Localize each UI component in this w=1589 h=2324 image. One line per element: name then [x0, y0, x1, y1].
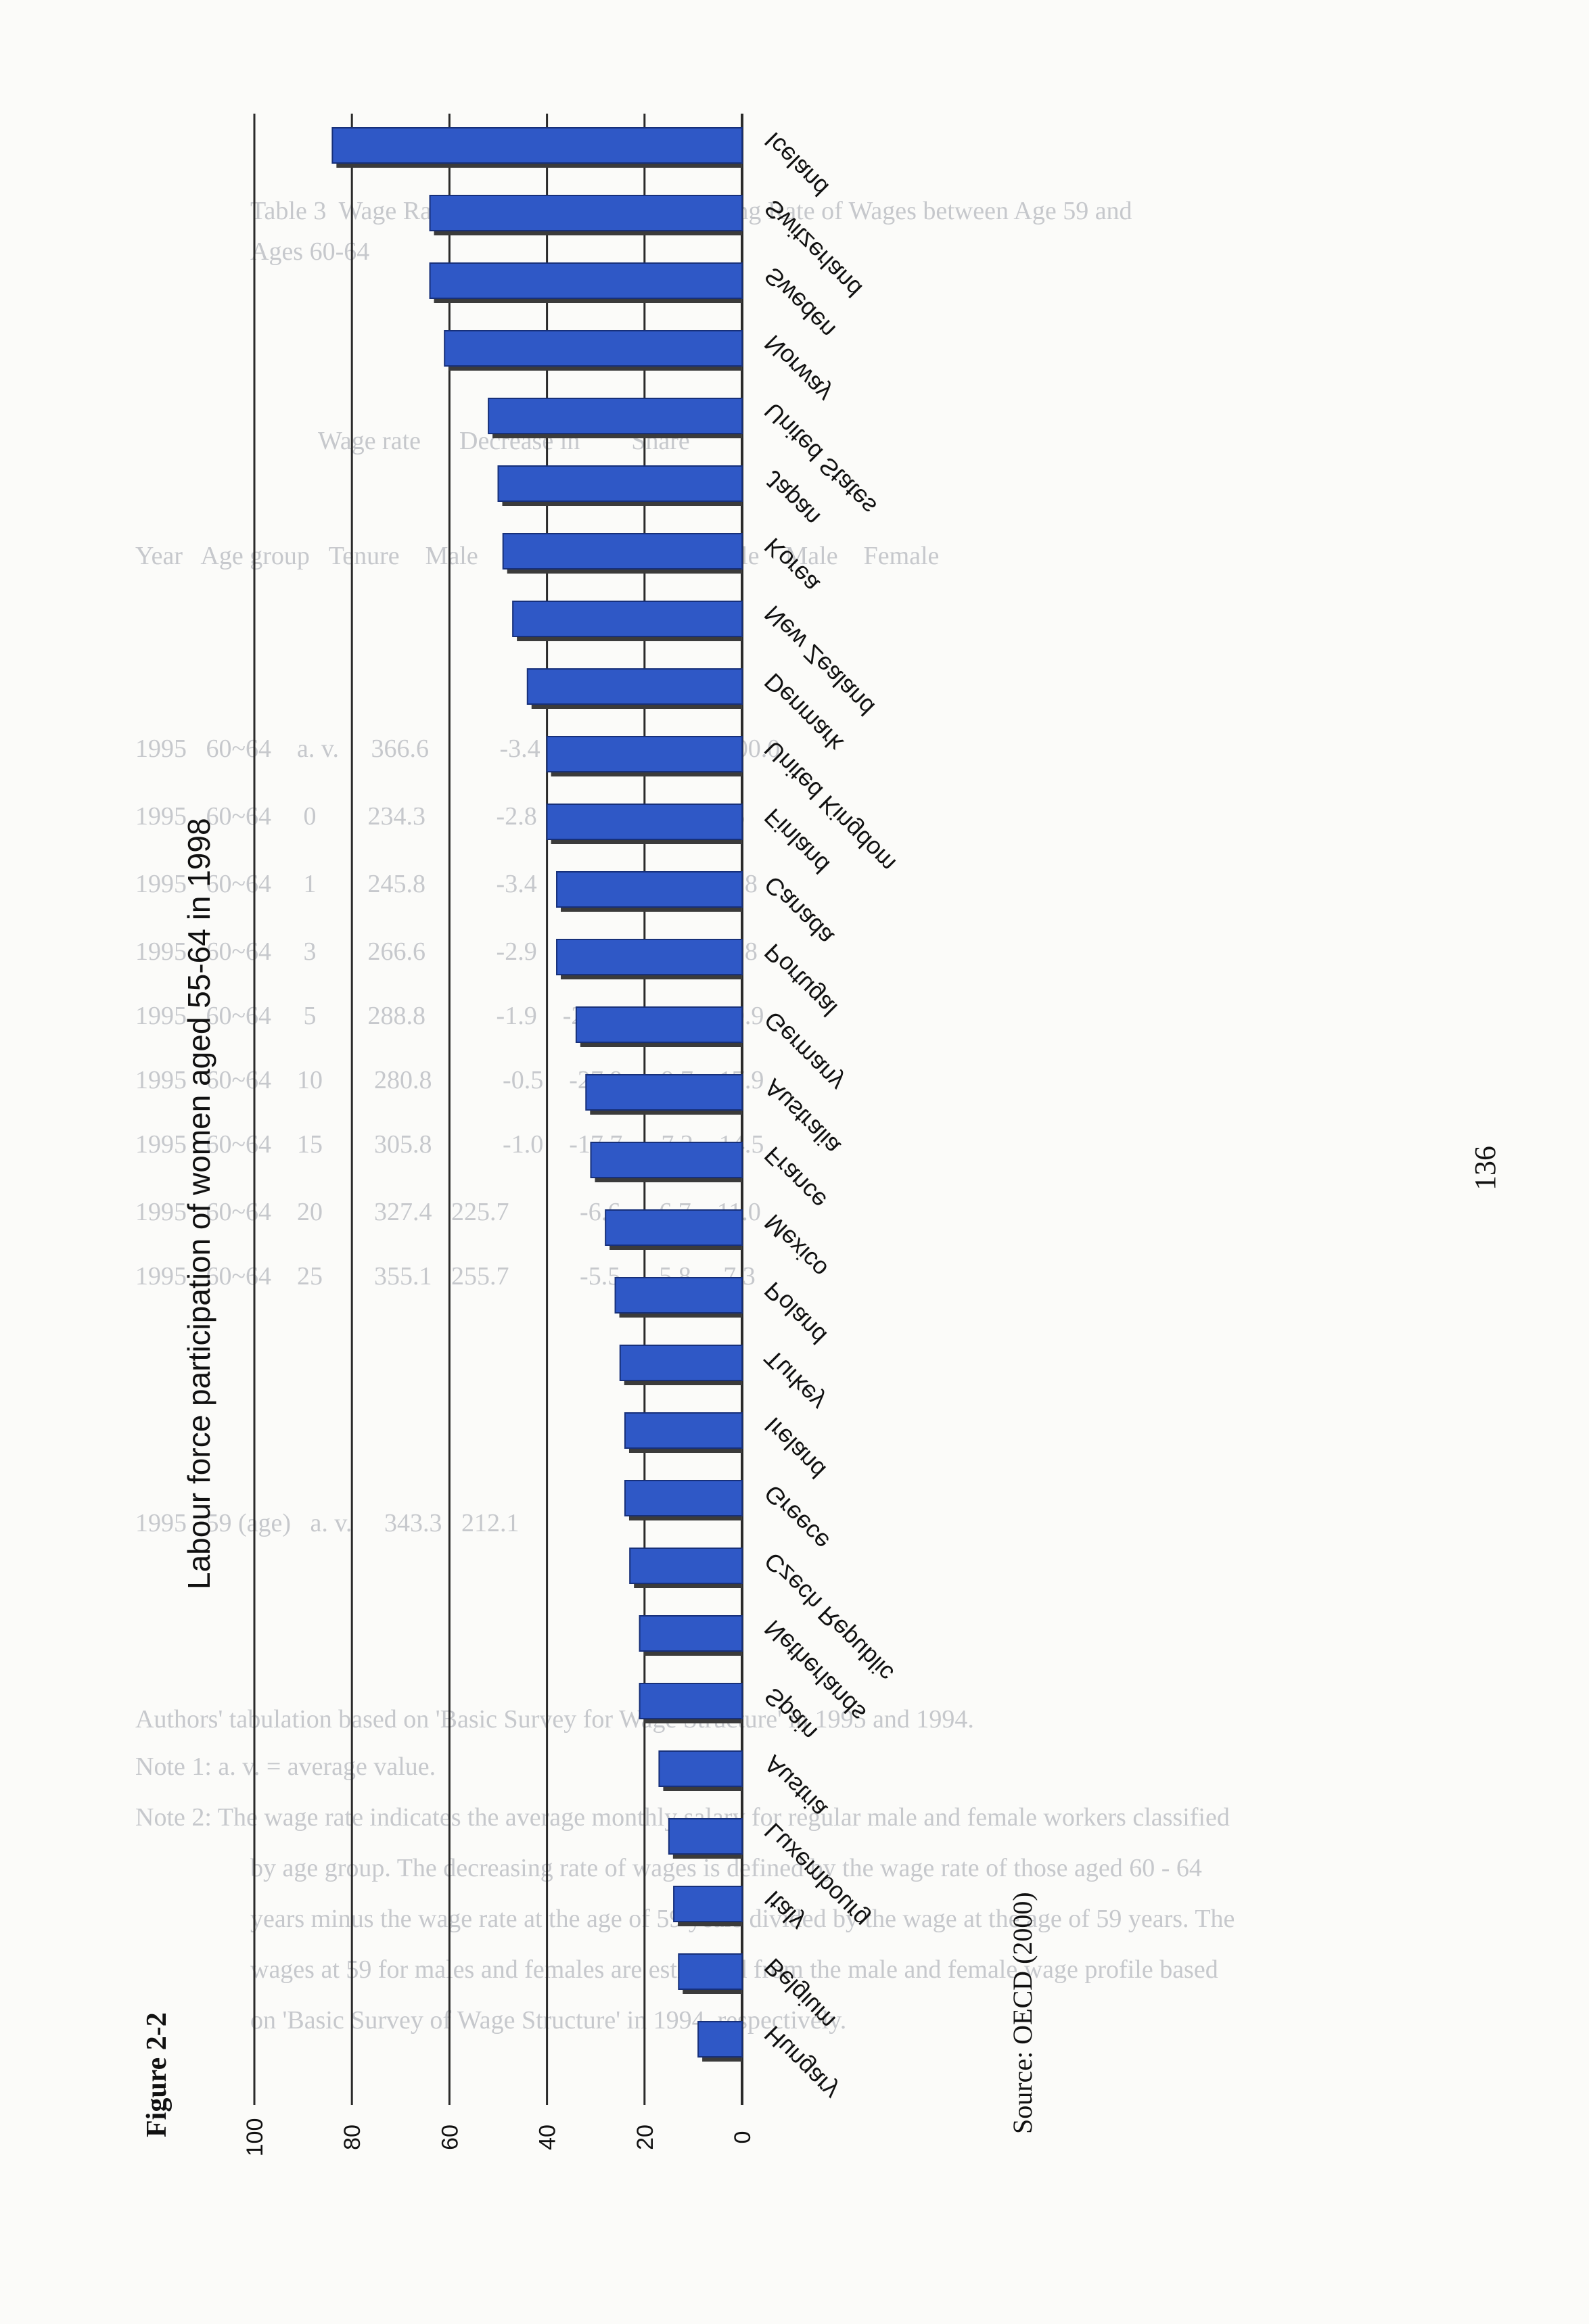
bar: [444, 330, 743, 367]
bar: [678, 1953, 743, 1990]
tick-labels: 0 20 40 60 80 100: [242, 2118, 756, 2157]
category-label: Spain: [759, 1682, 823, 1746]
tick-label: 20: [632, 2124, 658, 2150]
category-label: Turkey: [759, 1344, 831, 1416]
source-note: Source: OECD (2000): [1007, 1892, 1038, 2134]
bar: [331, 127, 743, 164]
bar: [639, 1683, 743, 1719]
category-label: Poland: [759, 1276, 832, 1349]
category-label: Italy: [759, 1885, 810, 1936]
bleed-through-text: 1995 59 (age) a. v. 343.3 212.1: [135, 1509, 520, 1537]
bar: [639, 1615, 743, 1652]
bar: [585, 1074, 743, 1111]
bleed-through-text: 1995 60~64 25 355.1 255.7 -5.5 5.8 7.3: [135, 1262, 756, 1291]
bars: [331, 127, 743, 2062]
category-label: Austria: [759, 1750, 833, 1823]
bar: [673, 1886, 743, 1922]
bar: [497, 465, 743, 502]
tick-label: 40: [535, 2124, 561, 2150]
category-label: Belgium: [759, 1953, 841, 2035]
category-label: Portugal: [759, 938, 843, 1022]
tick-label: 60: [437, 2124, 463, 2150]
category-label: Hungary: [759, 2020, 844, 2105]
category-label: Mexico: [759, 1209, 833, 1283]
category-label: Japan: [759, 465, 825, 531]
chart-title: Labour force participation of women aged…: [181, 818, 216, 1589]
bar: [697, 2021, 743, 2058]
bleed-through-text: wages at 59 for males and females are es…: [250, 1955, 1218, 1984]
bar: [668, 1818, 743, 1855]
tick-label: 80: [340, 2124, 365, 2150]
figure-label: Figure 2-2: [141, 2012, 172, 2137]
tick-label: 0: [730, 2131, 756, 2144]
category-label: Ireland: [759, 1412, 831, 1484]
bar: [429, 262, 743, 299]
bar: [502, 533, 743, 570]
bleed-through-text: on 'Basic Survey of Wage Structure' in 1…: [250, 2006, 847, 2035]
bleed-through-text: Ages 60-64: [250, 237, 370, 266]
bar: [658, 1750, 743, 1787]
page-number: 136: [1469, 1146, 1502, 1190]
bar: [526, 668, 743, 705]
bleed-through-text: by age group. The decreasing rate of wag…: [250, 1854, 1202, 1882]
bar: [590, 1142, 743, 1178]
bleed-through-text: years minus the wage rate at the age of …: [250, 1905, 1235, 1933]
bar: [512, 601, 743, 637]
bar: [629, 1548, 743, 1584]
bar: [619, 1345, 743, 1381]
category-label: Norway: [759, 329, 837, 407]
category-label: Iceland: [759, 126, 834, 202]
category-label: Greece: [759, 1479, 835, 1555]
bar: [429, 195, 743, 231]
bleed-through-text: Note 1: a. v. = average value.: [135, 1752, 436, 1781]
category-label: Canada: [759, 870, 839, 951]
bar: [614, 1277, 743, 1314]
bar: [605, 1209, 743, 1246]
bar: [556, 939, 743, 975]
bar: [575, 1006, 743, 1043]
bar: [488, 398, 743, 434]
bar: [546, 736, 743, 772]
bar: [546, 804, 743, 840]
category-label: Korea: [759, 532, 825, 599]
bar: [624, 1412, 743, 1449]
tick-label: 100: [242, 2118, 268, 2157]
bar: [624, 1480, 743, 1516]
bar: [556, 871, 743, 908]
